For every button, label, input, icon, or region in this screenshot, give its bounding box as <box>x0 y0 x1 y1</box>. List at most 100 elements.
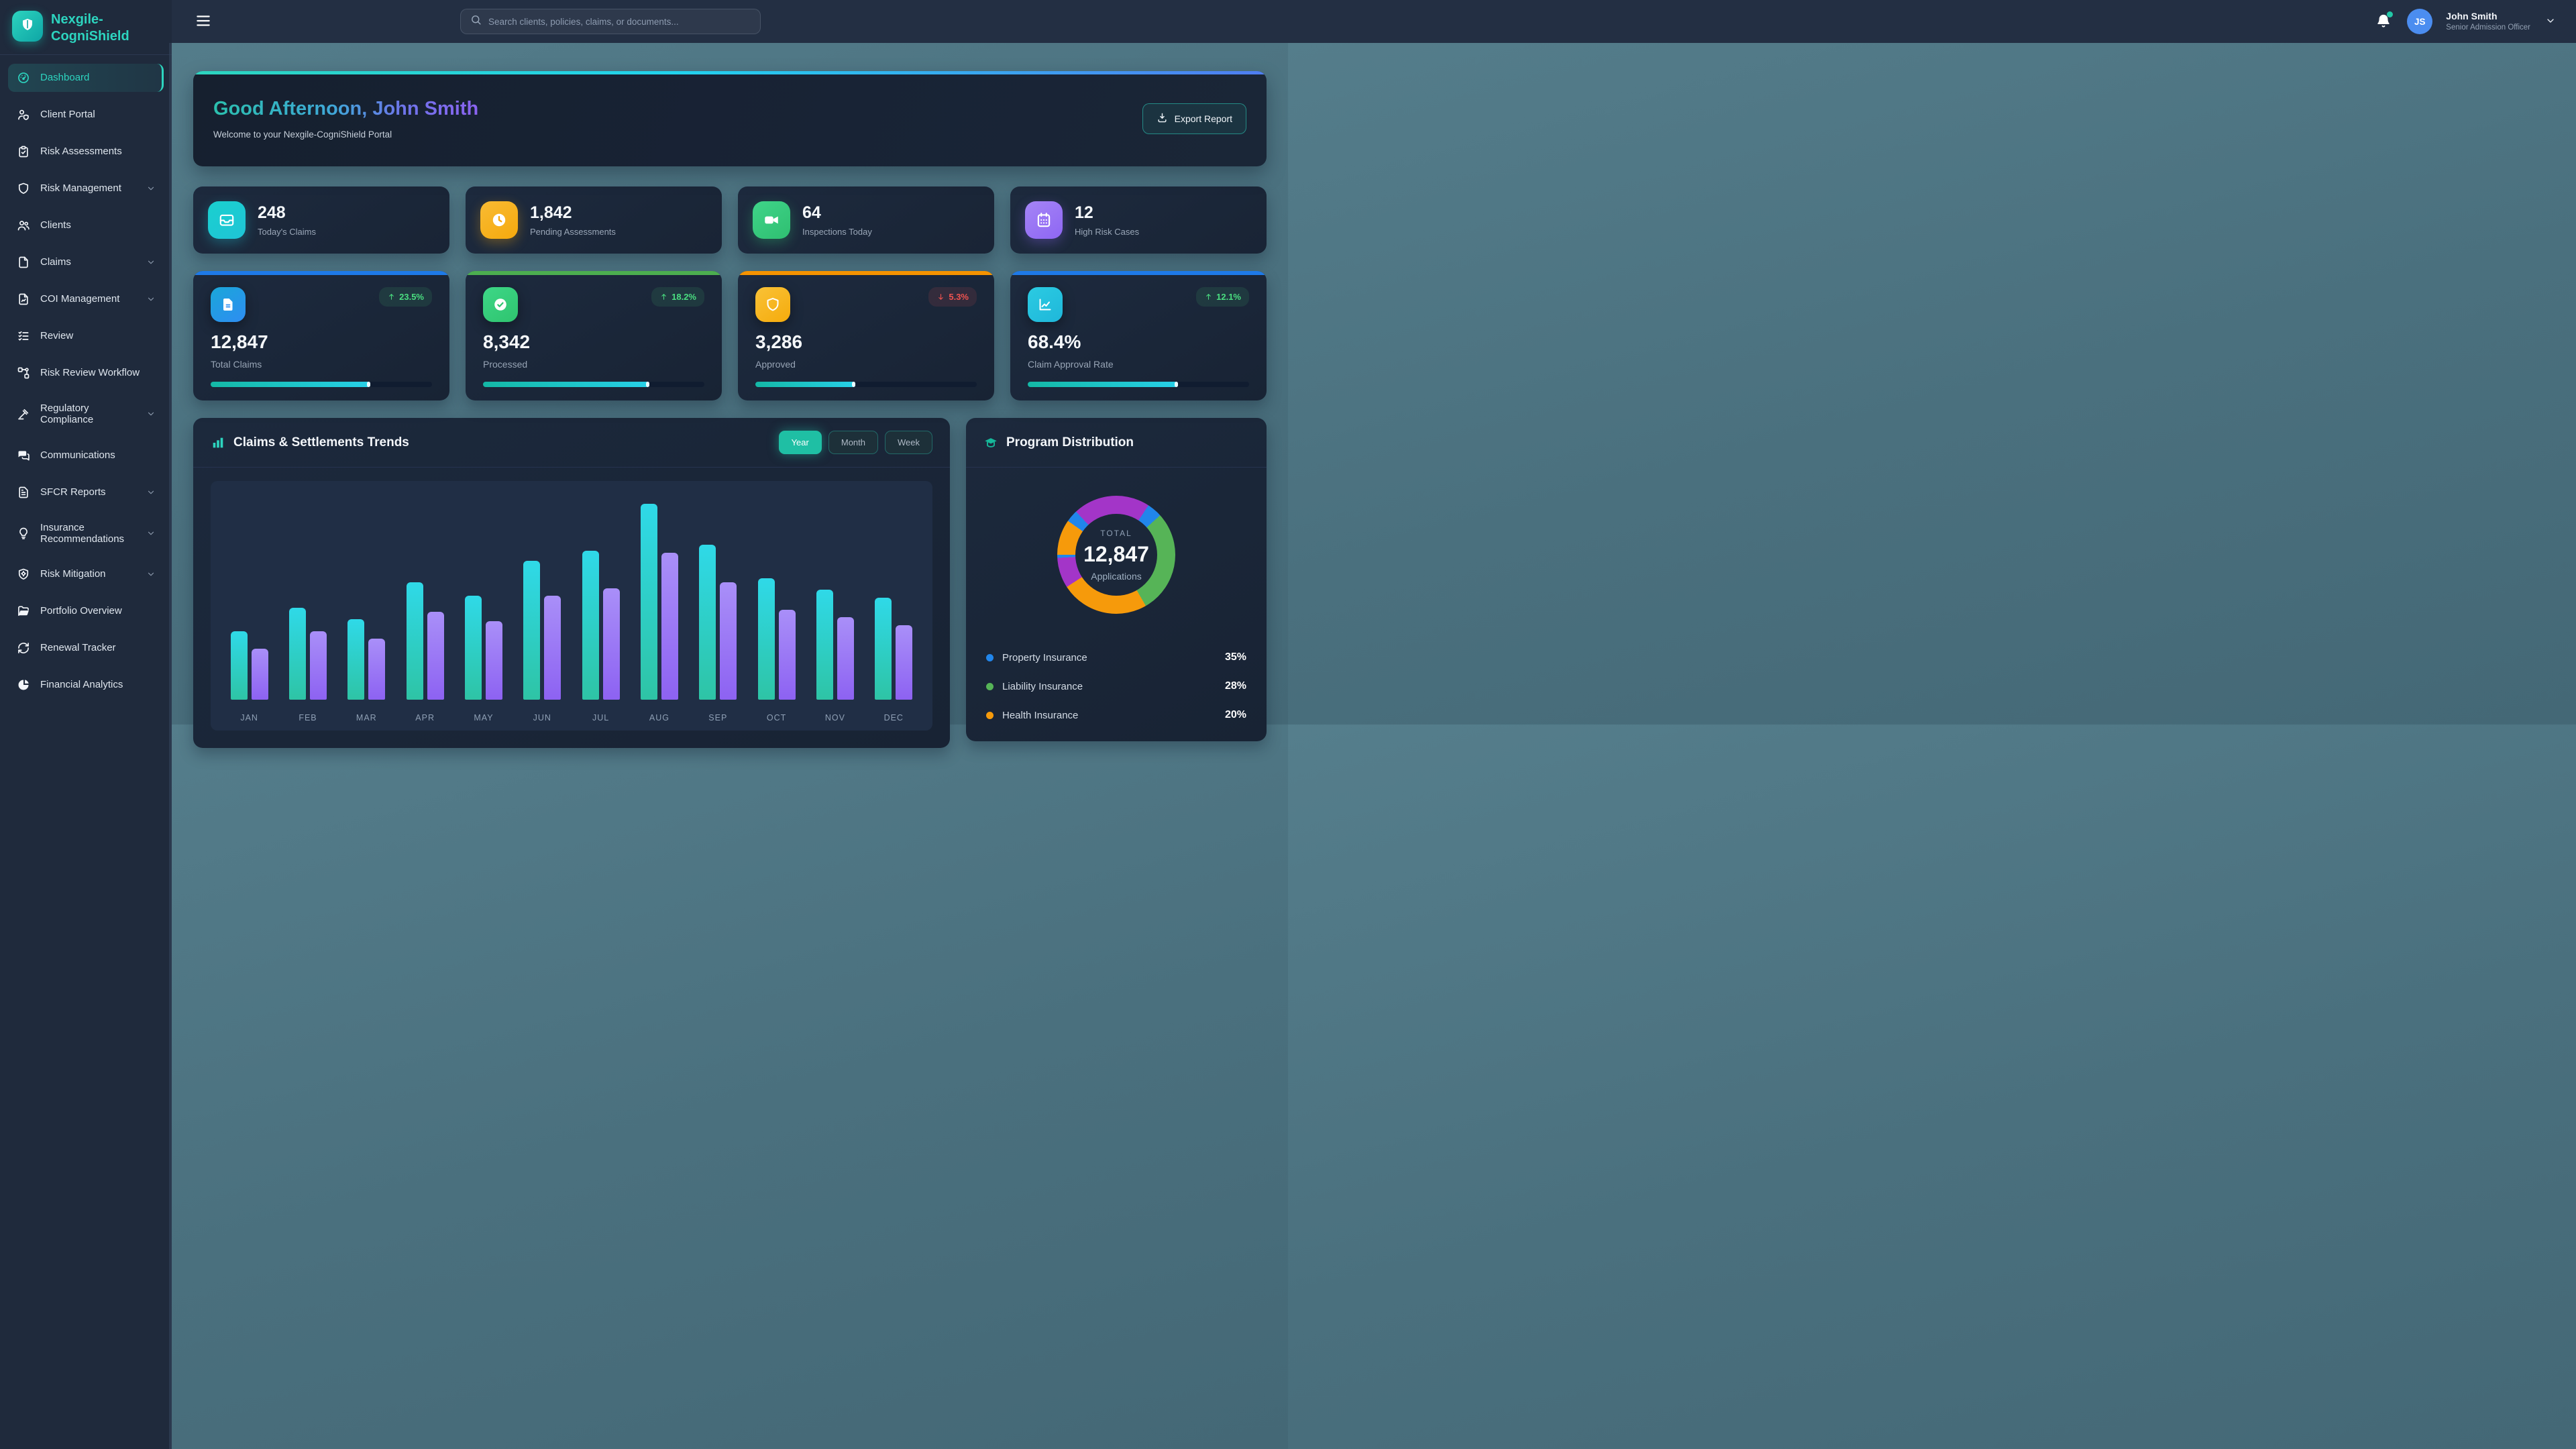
legend-row-health-insurance: Health Insurance 20% <box>986 709 1246 721</box>
toggle-year[interactable]: Year <box>778 431 822 454</box>
kpi-card-approved: 5.3% 3,286 Approved <box>738 271 994 400</box>
sidebar-item-coi-management[interactable]: COI Management <box>8 285 164 313</box>
kpi-card-claim-approval-rate: 12.1% 68.4% Claim Approval Rate <box>1010 271 1267 400</box>
sidebar-item-regulatory-compliance[interactable]: Regulatory Compliance <box>8 396 164 433</box>
app-logo <box>12 11 43 42</box>
sidebar-item-portfolio-overview[interactable]: Portfolio Overview <box>8 597 164 625</box>
kpi-label: Claim Approval Rate <box>1028 359 1114 370</box>
sidebar-item-claims[interactable]: Claims <box>8 248 164 276</box>
users-icon <box>16 218 31 233</box>
quick-stats-row: 248 Today's Claims 1,842 Pending Assessment… <box>193 186 1267 254</box>
clock-icon <box>480 201 518 239</box>
chevron-down-icon <box>146 258 156 267</box>
distribution-donut: TOTAL 12,847 Applications <box>1057 496 1175 614</box>
x-axis-label: NOV <box>824 713 845 722</box>
legend-label: Health Insurance <box>1002 709 1079 721</box>
user-shield-icon <box>16 107 31 122</box>
sidebar-item-client-portal[interactable]: Client Portal <box>8 101 164 129</box>
sidebar-item-label: SFCR Reports <box>40 486 106 498</box>
sidebar-item-label: Review <box>40 330 74 342</box>
bar-group-oct <box>747 497 806 700</box>
export-report-button[interactable]: Export Report <box>1142 103 1246 134</box>
stat-value: 248 <box>258 203 286 222</box>
bar-group-jun <box>513 497 572 700</box>
toggle-week[interactable]: Week <box>885 431 932 454</box>
kpi-progress-track <box>211 382 432 387</box>
sidebar-item-insurance-recommendations[interactable]: Insurance Recommendations <box>8 515 164 552</box>
shield-gear-icon <box>16 567 31 582</box>
arrow-up-icon <box>1204 292 1213 301</box>
bar-group-sep <box>689 497 747 700</box>
sidebar-item-label: COI Management <box>40 293 120 305</box>
arrow-up-icon <box>659 292 668 301</box>
kpi-progress-fill <box>755 382 855 387</box>
bar-group-feb <box>278 497 337 700</box>
stat-label: Inspections Today <box>802 227 872 237</box>
bottom-row: Claims & Settlements Trends Year Month Wee… <box>193 418 1267 748</box>
chevron-down-icon <box>146 529 156 538</box>
sidebar-item-risk-mitigation[interactable]: Risk Mitigation <box>8 560 164 588</box>
legend-dot <box>986 653 994 661</box>
bar-group-aug <box>630 497 688 700</box>
search-input[interactable] <box>488 16 751 27</box>
settlements-bar <box>251 649 268 700</box>
settlements-bar <box>368 639 386 700</box>
chevron-down-icon <box>146 184 156 193</box>
stat-value: 64 <box>802 203 821 222</box>
donut-center-label: TOTAL <box>1100 528 1132 538</box>
trend-badge: 5.3% <box>928 287 977 307</box>
sidebar-item-dashboard[interactable]: Dashboard <box>8 64 164 92</box>
main-content: Good Afternoon, John Smith Welcome to yo… <box>172 0 1288 748</box>
sidebar-item-label: Clients <box>40 219 71 231</box>
x-axis-label: SEP <box>708 713 728 722</box>
sidebar-item-financial-analytics[interactable]: Financial Analytics <box>8 671 164 699</box>
settlements-bar <box>602 588 620 700</box>
settlements-bar <box>544 596 561 700</box>
claims-bar <box>230 631 248 700</box>
sidebar-item-communications[interactable]: Communications <box>8 441 164 470</box>
file-chart-icon <box>16 292 31 307</box>
sidebar-item-risk-management[interactable]: Risk Management <box>8 174 164 203</box>
sidebar-item-renewal-tracker[interactable]: Renewal Tracker <box>8 634 164 662</box>
sidebar-item-label: Insurance Recommendations <box>40 521 125 545</box>
stat-value: 12 <box>1075 203 1093 222</box>
kpi-progress-track <box>483 382 704 387</box>
graduation-cap-icon <box>983 435 998 450</box>
gavel-icon <box>16 407 31 421</box>
doc-icon <box>16 485 31 500</box>
folder-icon <box>16 604 31 619</box>
sidebar-item-risk-review-workflow[interactable]: Risk Review Workflow <box>8 359 164 387</box>
sidebar-item-review[interactable]: Review <box>8 322 164 350</box>
user-info[interactable]: John Smith Senior Admission Officer <box>2446 11 2530 32</box>
menu-button[interactable] <box>192 9 215 34</box>
sidebar-header: Nexgile-CogniShield <box>0 0 172 55</box>
notifications-button[interactable] <box>2373 11 2394 33</box>
trends-header: Claims & Settlements Trends Year Month Wee… <box>193 418 950 468</box>
avatar[interactable]: JS <box>2407 9 2433 34</box>
global-search[interactable] <box>460 9 761 34</box>
donut-center: TOTAL 12,847 Applications <box>1075 514 1157 596</box>
toggle-month[interactable]: Month <box>828 431 878 454</box>
legend-row-property-insurance: Property Insurance 35% <box>986 651 1246 663</box>
pie-icon <box>16 678 31 692</box>
trend-badge: 18.2% <box>651 287 704 307</box>
settlements-bar <box>720 582 737 700</box>
user-menu-button[interactable] <box>2545 15 2556 28</box>
sidebar-item-sfcr-reports[interactable]: SFCR Reports <box>8 478 164 506</box>
video-icon <box>753 201 790 239</box>
bar-group-jan <box>220 497 278 700</box>
bell-icon <box>2376 13 2391 30</box>
claims-bar <box>816 590 833 700</box>
trends-range-toggle: Year Month Week <box>778 431 932 454</box>
claims-bar <box>464 596 482 700</box>
sidebar-item-risk-assessments[interactable]: Risk Assessments <box>8 138 164 166</box>
x-axis-label: JUL <box>592 713 610 722</box>
stat-label: Pending Assessments <box>530 227 616 237</box>
stat-card-today-s-claims: 248 Today's Claims <box>193 186 449 254</box>
settlements-bar <box>427 612 444 700</box>
sidebar-item-clients[interactable]: Clients <box>8 211 164 239</box>
hamburger-icon <box>195 12 212 32</box>
stat-label: Today's Claims <box>258 227 317 237</box>
kpi-progress-fill <box>1028 382 1179 387</box>
trend-value: 5.3% <box>949 292 969 302</box>
